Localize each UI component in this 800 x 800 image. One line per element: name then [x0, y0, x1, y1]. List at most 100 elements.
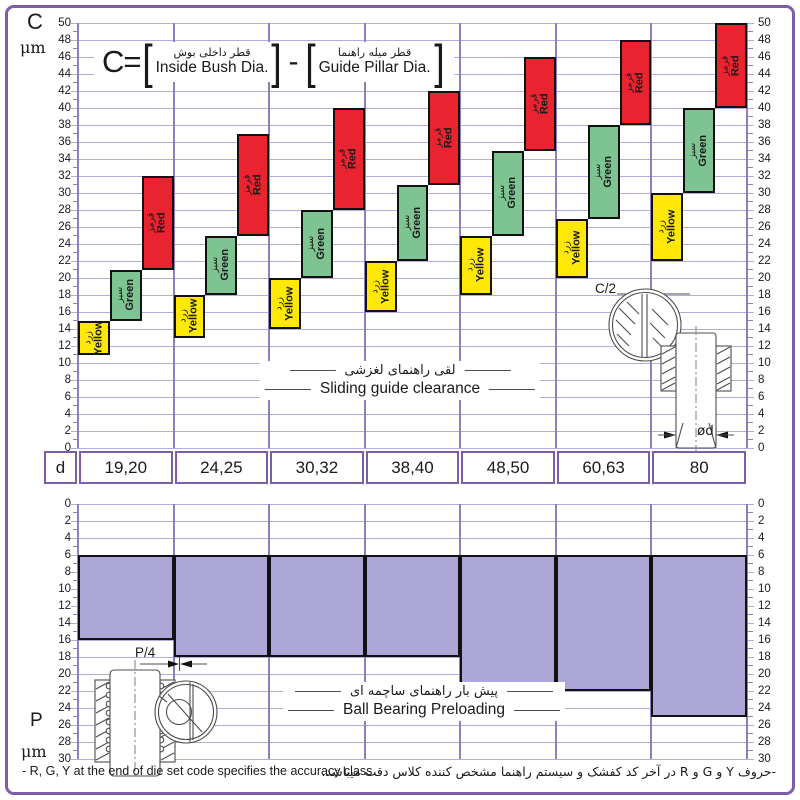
- clearance-chart-minor-tick: [748, 371, 753, 372]
- clearance-chart-tick-label-left: 2: [64, 425, 71, 437]
- clearance-chart-tick-label-right: 4: [758, 408, 765, 420]
- bar-label-en: Red: [251, 174, 264, 195]
- bracket-open-icon: [: [141, 35, 153, 88]
- diameter-cell: 38,40: [365, 451, 460, 484]
- preload-chart-minor-tick: [748, 699, 753, 700]
- clearance-chart-minor-tick: [73, 269, 78, 270]
- preload-chart-tick-label-right: 16: [758, 634, 771, 646]
- preload-chart-minor-tick: [748, 580, 753, 581]
- clearance-bar-red: قرمز Red: [524, 57, 556, 151]
- clearance-chart-minor-tick: [748, 133, 753, 134]
- bar-label-rotated: سبز Green: [687, 135, 710, 167]
- clearance-chart-gridline: [71, 124, 754, 126]
- clearance-chart-minor-tick: [73, 201, 78, 202]
- clearance-chart-tick-label-left: 12: [58, 340, 71, 352]
- bar-label-rotated: زرد Yellow: [82, 320, 105, 354]
- pillar-bush-diagram: [608, 288, 734, 451]
- bar-label-rotated: سبز Green: [210, 249, 233, 281]
- clearance-chart-minor-tick: [73, 31, 78, 32]
- clearance-chart-tick-label-left: 0: [64, 442, 71, 454]
- footer-note-en: - R, G, Y at the end of die set code spe…: [22, 764, 376, 778]
- clearance-chart-tick-label-right: 38: [758, 119, 771, 131]
- clearance-chart-minor-tick: [748, 99, 753, 100]
- clearance-chart-minor-tick: [73, 354, 78, 355]
- preload-chart-tick-label-right: 26: [758, 719, 771, 731]
- preload-chart-gridline: [71, 741, 754, 743]
- clearance-chart-minor-tick: [73, 235, 78, 236]
- preload-chart-minor-tick: [748, 716, 753, 717]
- clearance-chart-tick-label-right: 28: [758, 204, 771, 216]
- preload-chart-tick-label-left: 8: [64, 566, 71, 578]
- clearance-chart-tick-label-left: 30: [58, 187, 71, 199]
- clearance-chart-tick-label-right: 50: [758, 17, 771, 29]
- clearance-chart-tick-label-left: 44: [58, 68, 71, 80]
- formula-term-bush: قطر داخلی بوش Inside Bush Dia.: [156, 47, 269, 77]
- preload-chart-tick-label-left: 30: [58, 753, 71, 765]
- preload-bar: [78, 555, 174, 640]
- preload-chart-tick-label-left: 16: [58, 634, 71, 646]
- clearance-chart-minor-tick: [73, 82, 78, 83]
- clearance-bar-yellow: زرد Yellow: [364, 261, 397, 312]
- clearance-chart-minor-tick: [748, 422, 753, 423]
- preload-chart-minor-tick: [73, 648, 78, 649]
- preload-chart-tick-label-right: 12: [758, 600, 771, 612]
- bar-label-en: Yellow: [474, 248, 487, 283]
- clearance-chart-tick-label-right: 36: [758, 136, 771, 148]
- preload-chart-tick-label-left: 26: [58, 719, 71, 731]
- clearance-chart-minor-tick: [73, 303, 78, 304]
- clearance-bar-green: سبز Green: [492, 150, 524, 236]
- bar-label: زرد Yellow: [176, 297, 204, 336]
- clearance-chart-column-line: [172, 23, 175, 448]
- formula-term-pillar: قطر میله راهنما Guide Pillar Dia.: [319, 47, 431, 77]
- clearance-chart-minor-tick: [748, 235, 753, 236]
- clearance-chart-minor-tick: [748, 388, 753, 389]
- clearance-chart-gridline: [71, 447, 754, 449]
- clearance-bar-yellow: زرد Yellow: [269, 278, 301, 329]
- dash-line: [264, 388, 311, 390]
- bar-label-en: Red: [633, 72, 646, 93]
- clearance-chart-minor-tick: [73, 133, 78, 134]
- preload-chart-minor-tick: [748, 750, 753, 751]
- preload-chart-gridline: [71, 520, 754, 522]
- page-border: [5, 5, 795, 795]
- bar-label-rotated: قرمز Red: [146, 212, 169, 233]
- preload-chart-tick-label-right: 6: [758, 549, 765, 561]
- bar-label-en: Red: [346, 148, 359, 170]
- clearance-chart-gridline: [71, 39, 754, 41]
- preload-chart-tick-label-right: 4: [758, 532, 765, 544]
- clearance-chart-minor-tick: [748, 116, 753, 117]
- clearance-chart-minor-tick: [73, 371, 78, 372]
- clearance-chart-gridline: [71, 413, 754, 415]
- clearance-bar-red: قرمز Red: [619, 40, 652, 125]
- preload-chart-minor-tick: [748, 648, 753, 649]
- preload-chart-gridline: [71, 656, 754, 658]
- preload-chart-tick-label-left: 6: [64, 549, 71, 561]
- clearance-chart-minor-tick: [73, 48, 78, 49]
- clearance-chart-gridline: [71, 141, 754, 143]
- clearance-chart-tick-label-right: 8: [758, 374, 765, 386]
- bar-label-rotated: زرد Yellow: [273, 286, 296, 320]
- preload-chart-tick-label-right: 24: [758, 702, 771, 714]
- bar-label-en: Yellow: [378, 269, 391, 304]
- clearance-chart-tick-label-right: 32: [758, 170, 771, 182]
- bar-label-rotated: سبز Green: [114, 279, 137, 311]
- bar-label: زرد Yellow: [653, 195, 681, 259]
- clearance-chart-tick-label-right: 20: [758, 272, 771, 284]
- clearance-chart-gridline: [71, 22, 754, 24]
- clearance-bar-green: سبز Green: [683, 108, 716, 193]
- clearance-chart-tick-label-right: 22: [758, 255, 771, 267]
- clearance-chart-tick-label-left: 16: [58, 306, 71, 318]
- clearance-chart-tick-label-right: 6: [758, 391, 765, 403]
- clearance-chart-minor-tick: [73, 99, 78, 100]
- preload-chart-tick-label-right: 30: [758, 753, 771, 765]
- clearance-chart-tick-label-right: 42: [758, 85, 771, 97]
- top-chart-y-axis-unit: μm: [20, 38, 46, 57]
- dash-line: [289, 370, 336, 371]
- bottom-chart-y-axis-unit: μm: [21, 742, 47, 761]
- clearance-bar-yellow: زرد Yellow: [173, 295, 206, 338]
- clearance-chart-tick-label-left: 46: [58, 51, 71, 63]
- clearance-chart-tick-label-right: 18: [758, 289, 771, 301]
- clearance-chart-tick-label-left: 22: [58, 255, 71, 267]
- clearance-chart-column-line: [77, 23, 79, 448]
- preload-chart-minor-tick: [73, 750, 78, 751]
